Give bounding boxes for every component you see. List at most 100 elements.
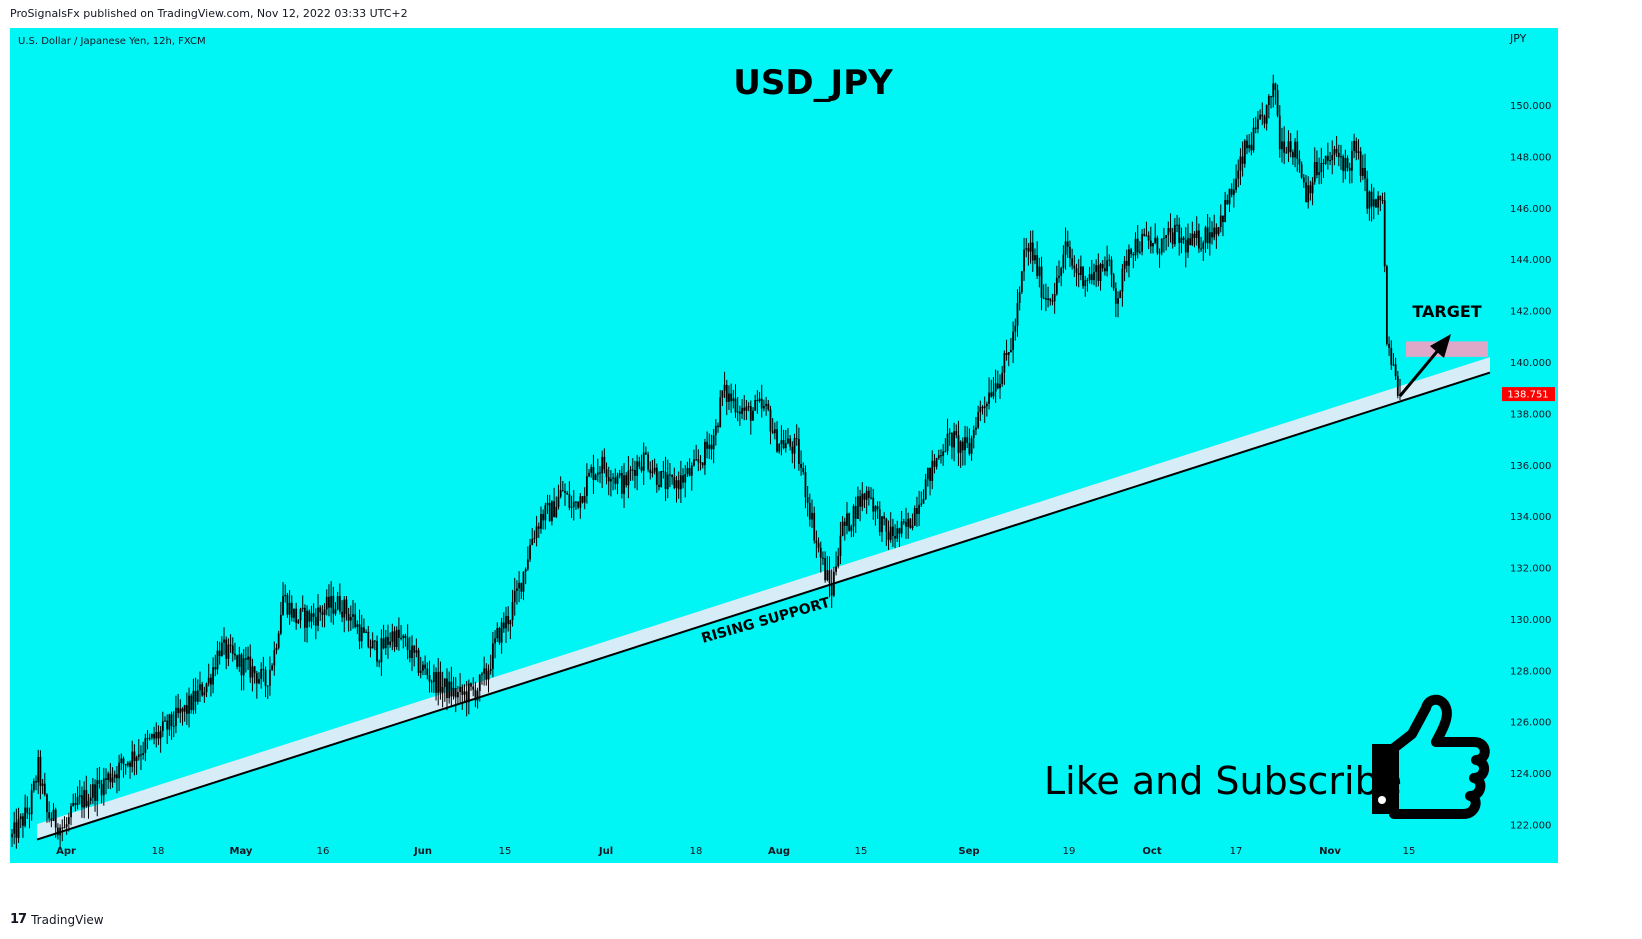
- candle-body: [269, 669, 271, 686]
- candle-body: [231, 645, 234, 654]
- candle-body: [1047, 298, 1049, 300]
- candle-body: [286, 594, 289, 615]
- candle-body: [284, 594, 287, 597]
- candle-body: [791, 446, 794, 454]
- candle-body: [98, 780, 101, 784]
- usdjpy-chart[interactable]: 122.000 124.000 126.000 128.000 130.000 132.0…: [10, 28, 1640, 903]
- candle-body: [1329, 160, 1331, 162]
- candle-body: [1114, 288, 1117, 304]
- candle-body: [985, 403, 988, 407]
- candle-body: [909, 518, 912, 528]
- candle-body: [369, 646, 372, 649]
- candle-body: [1396, 376, 1399, 396]
- candle-body: [185, 705, 188, 714]
- candle-body: [603, 456, 606, 470]
- candle-body: [723, 384, 726, 391]
- candle-body: [1270, 96, 1272, 98]
- candle-body: [1018, 292, 1021, 303]
- candle-body: [1110, 259, 1113, 275]
- candle-body: [896, 528, 899, 539]
- candle-body: [1193, 233, 1196, 238]
- candle-body: [30, 790, 33, 815]
- chart-area[interactable]: 122.000 124.000 126.000 128.000 130.000 132.0…: [10, 28, 1640, 903]
- candle-body: [1385, 266, 1388, 344]
- candle-body: [832, 571, 835, 596]
- candle-body: [279, 614, 282, 634]
- candle-body: [1313, 161, 1316, 182]
- candle-body: [975, 427, 977, 430]
- candle-body: [511, 602, 514, 621]
- candle-body: [1302, 177, 1305, 183]
- candle-body: [387, 636, 389, 645]
- candle-body: [190, 695, 193, 711]
- candle-body: [535, 526, 538, 538]
- candle-body: [771, 431, 774, 434]
- candle-body: [994, 383, 997, 392]
- candle-body: [1134, 238, 1137, 256]
- candle-body: [1143, 233, 1146, 236]
- y-tick-label: 134.000: [1510, 512, 1551, 523]
- candle-body: [1357, 151, 1360, 153]
- candle-body: [240, 654, 243, 676]
- candle-body: [730, 393, 733, 402]
- candle-body: [629, 469, 632, 471]
- candle-body: [701, 462, 704, 466]
- candle-body: [1241, 156, 1244, 164]
- candle-body: [1248, 144, 1251, 149]
- candle-body: [227, 644, 230, 659]
- candle-body: [70, 806, 72, 818]
- candle-body: [555, 506, 558, 518]
- candle-body: [800, 463, 802, 468]
- candle-body: [907, 518, 910, 527]
- candle-body: [614, 477, 617, 484]
- candle-body: [24, 807, 27, 826]
- candle-body: [675, 480, 678, 489]
- candle-body: [159, 730, 162, 739]
- candle-body: [1296, 141, 1299, 159]
- candle-body: [951, 432, 953, 448]
- candle-body: [509, 620, 512, 625]
- candle-body: [1160, 238, 1163, 253]
- candle-body: [116, 774, 118, 779]
- candle-body: [1040, 266, 1043, 298]
- candle-body: [1361, 167, 1364, 176]
- candle-body: [358, 624, 361, 642]
- candle-body: [126, 762, 129, 766]
- candle-body: [140, 754, 142, 756]
- candle-body: [710, 444, 713, 450]
- candle-body: [100, 783, 103, 796]
- candle-body: [411, 645, 413, 658]
- candle-body: [378, 661, 381, 663]
- candle-body: [822, 557, 824, 559]
- candle-body: [671, 475, 674, 477]
- candle-body: [1130, 249, 1133, 255]
- candle-body: [634, 470, 636, 476]
- candle-body: [155, 732, 158, 739]
- candle-body: [1219, 215, 1222, 228]
- candle-body: [220, 642, 223, 657]
- candle-body: [273, 650, 276, 666]
- candle-body: [1138, 251, 1141, 253]
- candle-body: [1125, 260, 1128, 266]
- x-tick-label: 15: [499, 846, 512, 857]
- candle-body: [308, 610, 311, 622]
- candle-body: [251, 666, 254, 678]
- candle-body: [1281, 141, 1283, 150]
- candle-body: [201, 684, 204, 696]
- candle-body: [422, 664, 424, 671]
- candle-body: [631, 469, 634, 471]
- candle-body: [797, 439, 800, 464]
- candle-body: [548, 502, 551, 522]
- candle-body: [835, 566, 837, 572]
- candle-body: [384, 636, 387, 649]
- candle-body: [459, 686, 461, 692]
- candle-body: [802, 467, 805, 473]
- candle-body: [177, 707, 180, 714]
- candle-body: [883, 516, 886, 519]
- candle-body: [1090, 274, 1093, 281]
- candle-body: [926, 467, 929, 480]
- candle-body: [1060, 267, 1063, 276]
- candle-body: [304, 607, 306, 628]
- candle-body: [205, 683, 208, 693]
- candle-body: [1390, 348, 1393, 365]
